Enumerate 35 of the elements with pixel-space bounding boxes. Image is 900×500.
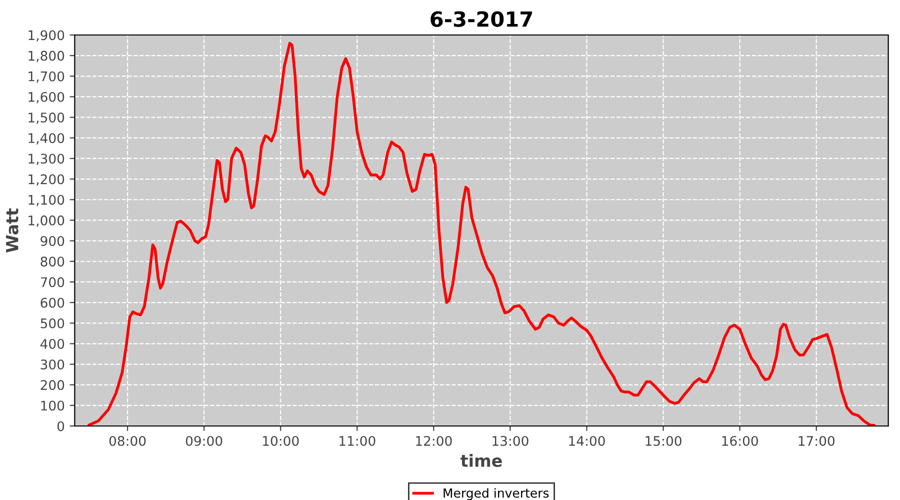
x-tick-label: 11:00 <box>340 436 376 446</box>
line-series <box>88 42 876 426</box>
x-tick-label: 09:00 <box>186 436 222 446</box>
y-tick-label: 600 <box>40 298 64 308</box>
x-tick-label: 08:00 <box>109 436 146 446</box>
y-tick-label: 700 <box>40 277 64 288</box>
x-axis-title: time <box>460 454 502 467</box>
x-tick-label: 13:00 <box>492 436 528 446</box>
chart-title: 6-3-2017 <box>430 11 532 27</box>
y-axis-title: Watt <box>6 208 18 252</box>
x-tick-label: 14:00 <box>569 436 605 446</box>
y-tick-label: 1,300 <box>28 154 64 166</box>
y-tick-label: 100 <box>41 400 64 411</box>
y-tick-label: 300 <box>40 359 64 370</box>
y-tick-label: 800 <box>40 256 64 267</box>
x-tick-label: 10:00 <box>263 436 299 446</box>
y-tick-label: 1,200 <box>28 174 64 186</box>
y-tick-label: 1,900 <box>28 30 64 42</box>
y-tick-label: 1,100 <box>28 194 64 206</box>
y-tick-label: 1,700 <box>28 71 64 83</box>
y-tick-label: 200 <box>40 380 64 390</box>
x-tick-label: 15:00 <box>646 436 682 446</box>
y-tick-label: 1,500 <box>28 112 64 124</box>
y-tick-label: 1,600 <box>28 92 64 104</box>
y-tick-label: 0 <box>57 421 64 432</box>
legend-label: Merged inverters <box>444 488 549 500</box>
y-tick-label: 500 <box>40 318 64 328</box>
x-tick-label: 16:00 <box>722 436 758 446</box>
x-tick-label: 12:00 <box>416 436 452 446</box>
y-tick-label: 1,000 <box>28 215 64 227</box>
y-tick-label: 900 <box>40 236 64 246</box>
y-tick-label: 1,400 <box>28 133 64 144</box>
x-tick-label: 17:00 <box>798 436 834 446</box>
y-tick-label: 400 <box>40 338 64 349</box>
y-tick-label: 1,800 <box>28 50 64 62</box>
